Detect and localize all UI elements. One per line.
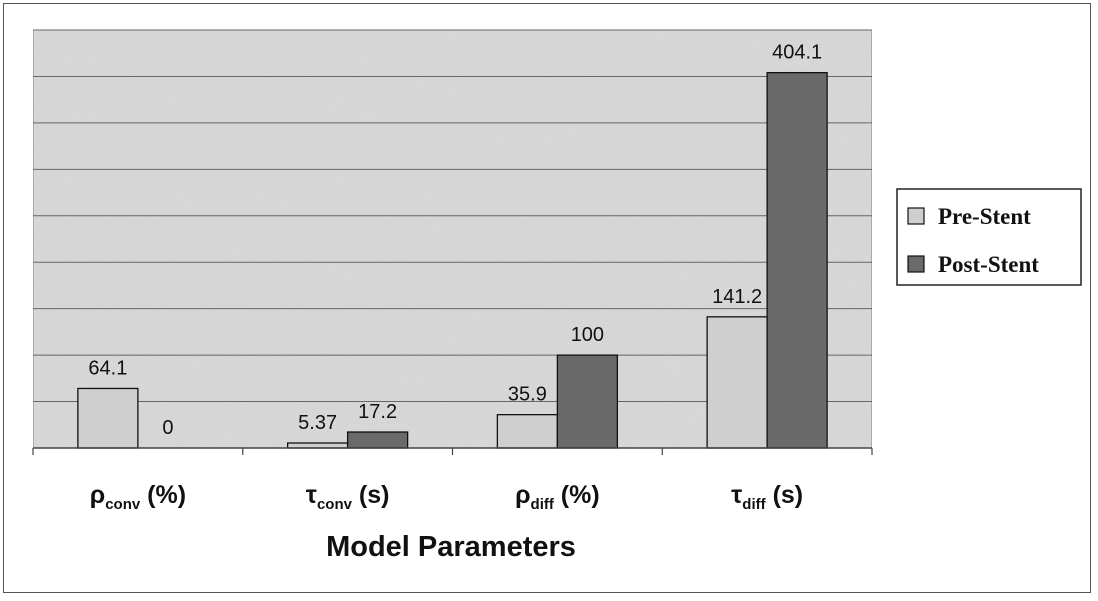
legend-swatch <box>907 255 925 273</box>
data-label: 5.37 <box>298 412 337 434</box>
gridlines <box>33 29 872 403</box>
bar-pre-stent <box>77 387 139 449</box>
data-label: 17.2 <box>358 401 397 423</box>
data-label: 141.2 <box>712 286 762 308</box>
x-tick-label: ρdiff (%) <box>515 481 600 513</box>
legend-box <box>896 188 1082 286</box>
x-axis-ticks <box>32 448 873 455</box>
x-tick-label: τdiff (s) <box>731 481 803 513</box>
legend: Pre-Stent Post-Stent <box>896 188 1082 286</box>
data-label: 35.9 <box>508 384 547 406</box>
bar-post-stent <box>766 71 828 449</box>
legend-swatch <box>907 207 925 225</box>
x-axis-tick-labels: ρconv (%) τconv (s) ρdiff (%) τdiff (s) <box>90 481 803 513</box>
x-tick-label: ρconv (%) <box>90 481 186 513</box>
x-tick-label: τconv (s) <box>306 481 390 513</box>
legend-label: Pre-Stent <box>938 204 1031 229</box>
plot-area: 64.1 5.37 35.9 141.2 0 17.2 100 404.1 <box>32 29 873 455</box>
data-label: 100 <box>571 324 604 346</box>
data-labels: 64.1 5.37 35.9 141.2 0 17.2 100 404.1 <box>88 42 822 439</box>
data-label: 64.1 <box>88 357 127 379</box>
bar-post-stent <box>556 354 619 449</box>
bars <box>77 71 828 449</box>
legend-label: Post-Stent <box>938 252 1039 277</box>
data-label: 404.1 <box>772 42 822 64</box>
bar-pre-stent <box>496 414 559 449</box>
x-axis-title: Model Parameters <box>326 531 576 563</box>
data-label: 0 <box>162 417 173 439</box>
bar-pre-stent <box>706 316 768 449</box>
bar-post-stent <box>346 431 409 449</box>
